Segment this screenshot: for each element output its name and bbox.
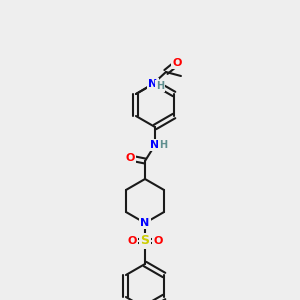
Text: O: O <box>125 153 135 163</box>
Text: H: H <box>156 81 164 91</box>
Text: S: S <box>140 235 149 248</box>
Text: H: H <box>159 140 167 150</box>
Text: O: O <box>127 236 137 246</box>
Text: N: N <box>140 218 150 228</box>
Text: O: O <box>172 58 182 68</box>
Text: O: O <box>153 236 163 246</box>
Text: N: N <box>150 140 160 150</box>
Text: N: N <box>148 79 158 89</box>
